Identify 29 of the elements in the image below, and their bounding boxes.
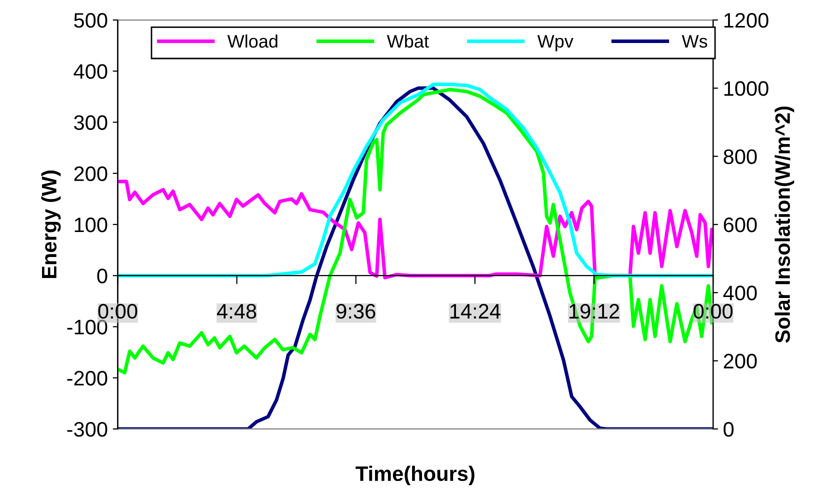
legend-label: Wbat (386, 34, 429, 48)
y-axis-title: Energy (W) (41, 170, 61, 278)
x-tick-label: 9:36 (336, 304, 376, 319)
legend-label: Wpv (537, 35, 574, 52)
x-tick-label: 19:12 (570, 304, 620, 319)
y-tick-label: -200 (67, 370, 108, 386)
y-tick-label: 100 (74, 217, 108, 232)
y-tick-label: 200 (74, 166, 108, 182)
y2-tick-label: 0 (724, 422, 734, 437)
legend-label: Wload (227, 34, 278, 48)
x-tick-label: 0:00 (98, 304, 138, 319)
y-tick-label: 500 (74, 13, 108, 28)
x-tick-label: 0:00 (694, 304, 733, 319)
x-tick-label: 4:48 (217, 304, 256, 319)
y2-tick-label: 1000 (724, 81, 768, 96)
y-tick-label: 400 (74, 64, 108, 79)
y2-tick-label: 200 (724, 354, 757, 369)
y2-axis-title: Solar Insolation(W/m^2) (774, 106, 794, 343)
legend-label: Ws (682, 35, 708, 48)
y2-tick-label: 400 (723, 286, 757, 300)
y-tick-label: -100 (67, 320, 108, 334)
x-axis-title: Time(hours) (356, 466, 474, 486)
y2-tick-label: 800 (724, 149, 757, 164)
y-tick-label: -300 (67, 422, 108, 437)
y2-tick-label: 600 (724, 217, 757, 232)
y2-tick-label: 1200 (724, 13, 768, 28)
y-tick-label: 0 (97, 268, 108, 284)
x-tick-label: 14:24 (450, 304, 500, 318)
y-tick-label: 300 (74, 115, 108, 130)
